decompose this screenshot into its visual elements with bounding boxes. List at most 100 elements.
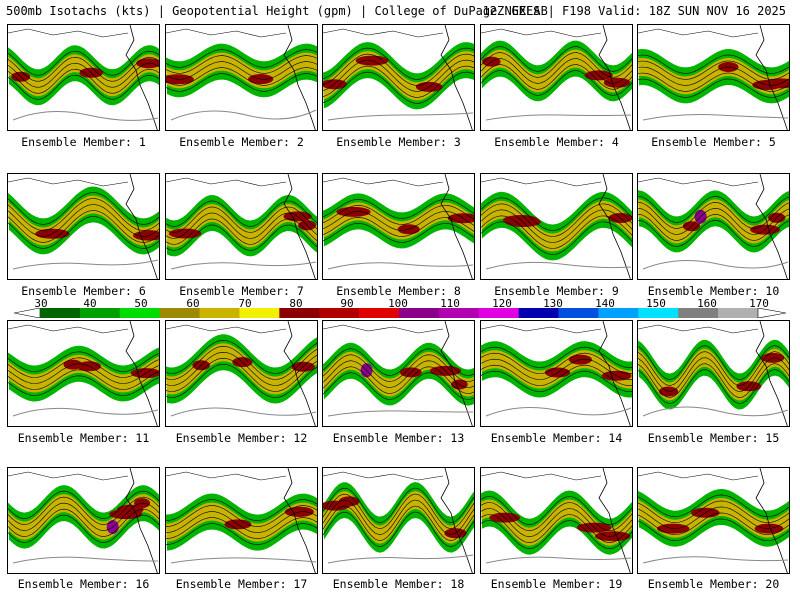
ensemble-member-label: Ensemble Member: 7 <box>179 284 304 298</box>
height-contour <box>323 47 474 80</box>
colorbar-tick-label: 40 <box>83 297 97 310</box>
gray-height-contour <box>327 554 474 564</box>
height-contour <box>638 54 789 74</box>
north-america-coastline <box>598 25 631 130</box>
height-contour <box>481 520 632 550</box>
height-contour <box>481 46 632 72</box>
gray-height-contour <box>170 557 317 564</box>
height-contour <box>481 221 632 255</box>
ensemble-panel-5 <box>637 24 790 131</box>
height-contour <box>8 74 159 100</box>
gray-height-contour <box>485 407 632 417</box>
ensemble-panel-7 <box>165 173 318 280</box>
ensemble-panel-14 <box>480 320 633 427</box>
ensemble-member-label: Ensemble Member: 1 <box>21 135 146 149</box>
alaska-coastline <box>481 471 602 481</box>
ensemble-member-label: Ensemble Member: 11 <box>17 431 150 445</box>
colorbar-swatch <box>159 308 200 318</box>
height-contour <box>638 78 789 98</box>
colorbar-tick-label: 150 <box>646 297 666 310</box>
gray-height-contour <box>642 556 789 564</box>
alaska-coastline <box>8 324 129 334</box>
height-contour <box>8 496 159 525</box>
north-america-coastline <box>755 321 788 426</box>
ensemble-member-label: Ensemble Member: 2 <box>179 135 304 149</box>
north-america-coastline <box>125 321 158 426</box>
north-america-coastline <box>283 468 316 573</box>
isotach-colorbar <box>14 308 786 318</box>
jet-stream-map <box>166 321 317 426</box>
isotach-70-kt-band <box>481 499 632 546</box>
north-america-coastline <box>440 25 473 130</box>
colorbar-tick-label: 130 <box>543 297 563 310</box>
jet-stream-map <box>481 174 632 279</box>
north-america-coastline <box>598 174 631 279</box>
colorbar-swatch <box>359 308 400 318</box>
height-contour <box>166 49 317 68</box>
ensemble-panel-15 <box>637 320 790 427</box>
colorbar-swatch <box>319 308 360 318</box>
height-contour <box>166 499 317 521</box>
colorbar-swatch <box>518 308 559 318</box>
height-contour <box>638 202 789 229</box>
height-contour <box>638 345 789 380</box>
alaska-coastline <box>166 177 287 187</box>
north-america-coastline <box>440 174 473 279</box>
height-contour <box>481 70 632 96</box>
height-contour <box>323 199 474 219</box>
gray-height-contour <box>12 556 159 564</box>
colorbar-tick-label: 30 <box>34 297 48 310</box>
colorbar-swatch <box>119 308 160 318</box>
height-contour <box>638 518 789 542</box>
ensemble-panel-9 <box>480 173 633 280</box>
isotach-70-kt-band <box>166 52 317 89</box>
colorbar-swatch <box>718 308 759 318</box>
north-america-coastline <box>440 468 473 573</box>
colorbar-tick-label: 160 <box>697 297 717 310</box>
colorbar-swatch <box>478 308 519 318</box>
ensemble-member-label: Ensemble Member: 8 <box>336 284 461 298</box>
height-contour <box>8 62 159 88</box>
height-contour <box>323 65 474 98</box>
ensemble-member-label: Ensemble Member: 13 <box>332 431 465 445</box>
height-contour <box>638 60 789 80</box>
alaska-coastline <box>166 28 287 38</box>
jet-stream-map <box>166 25 317 130</box>
jet-max <box>130 368 159 379</box>
height-contour <box>323 499 474 536</box>
jet-stream-map <box>8 25 159 130</box>
height-contour <box>481 64 632 90</box>
ensemble-member-label: Ensemble Member: 15 <box>647 431 780 445</box>
north-america-coastline <box>755 174 788 279</box>
height-contour <box>166 351 317 386</box>
height-contour <box>481 370 632 392</box>
ensemble-panel-17 <box>165 467 318 574</box>
jet-stream-map <box>323 25 474 130</box>
height-contour <box>481 514 632 544</box>
isotach-70-kt-band <box>638 58 789 95</box>
jet-max <box>447 213 474 224</box>
gray-height-contour <box>642 406 789 417</box>
north-america-coastline <box>755 25 788 130</box>
height-contour <box>166 67 317 86</box>
alaska-coastline <box>638 28 759 38</box>
colorbar-tick-label: 170 <box>749 297 769 310</box>
height-contour <box>8 351 159 372</box>
ensemble-panel-1 <box>7 24 160 131</box>
alaska-coastline <box>323 471 444 481</box>
jet-stream-map <box>481 321 632 426</box>
height-contour <box>481 508 632 538</box>
map-title: 500mb Isotachs (kts) | Geopotential Heig… <box>6 4 548 18</box>
ensemble-panel-2 <box>165 24 318 131</box>
height-contour <box>323 354 474 382</box>
alaska-coastline <box>323 177 444 187</box>
height-contour <box>166 339 317 374</box>
colorbar-swatch <box>438 308 480 318</box>
gray-height-contour <box>170 407 317 417</box>
colorbar-swatch <box>279 308 320 318</box>
height-contour <box>166 511 317 533</box>
isotach-70-kt-band <box>166 204 317 248</box>
height-contour <box>481 209 632 243</box>
alaska-coastline <box>166 324 287 334</box>
isotach-70-kt-band <box>481 200 632 252</box>
